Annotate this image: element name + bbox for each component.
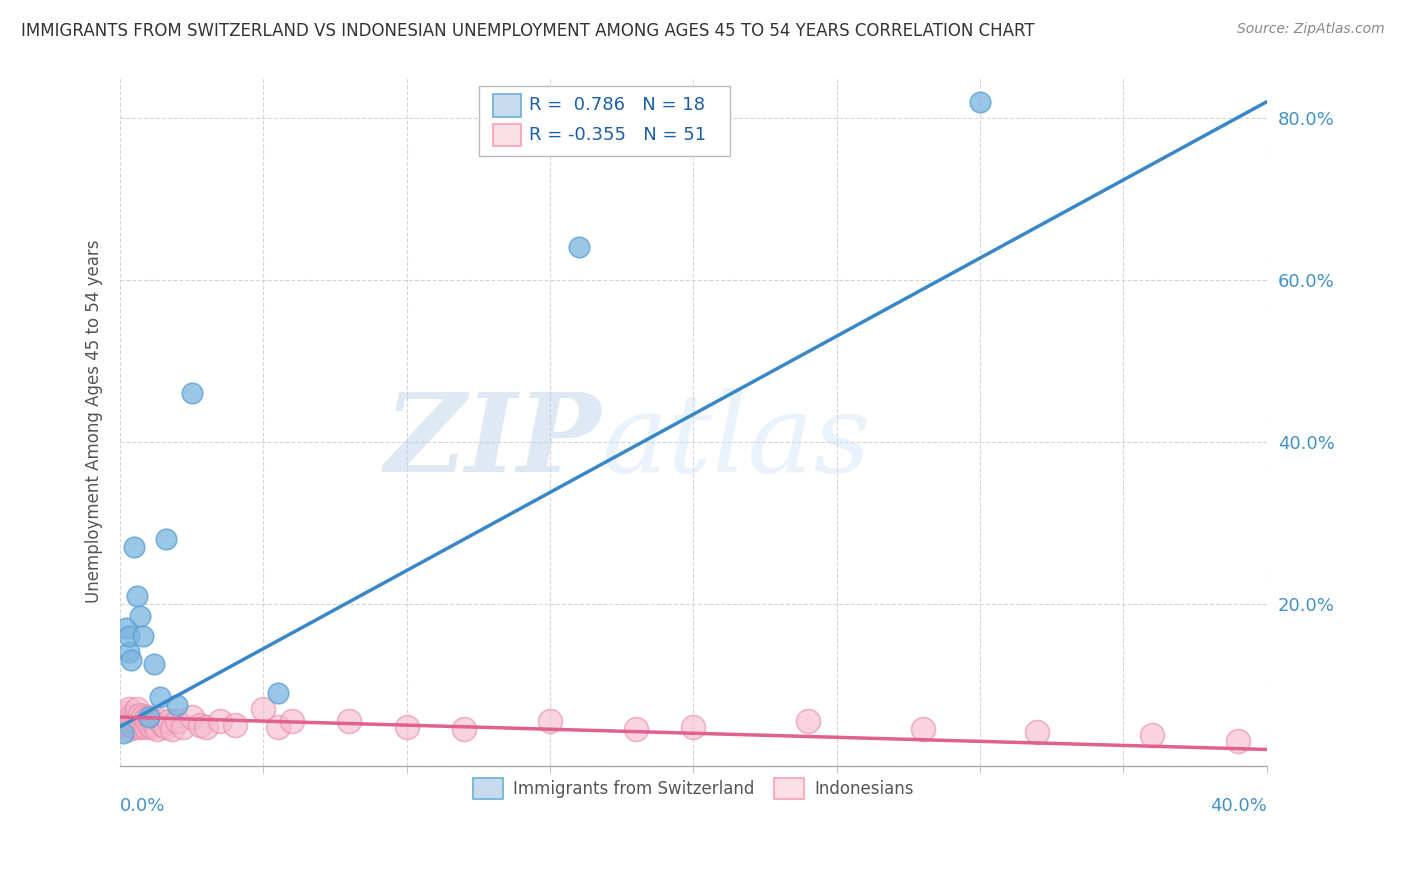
Point (266, 686, 288, 700)
FancyBboxPatch shape (492, 94, 522, 117)
Point (135, 720, 157, 734)
Point (1026, 724, 1049, 739)
Text: ZIP: ZIP (385, 388, 602, 496)
Point (129, 708, 152, 723)
Point (538, 714, 561, 728)
Point (146, 723, 169, 737)
Point (117, 629, 139, 643)
Point (180, 710, 202, 724)
Point (1140, 728, 1163, 742)
Point (127, 718, 149, 732)
Point (138, 710, 160, 724)
Point (624, 723, 647, 737)
Point (111, 726, 134, 740)
Point (135, 712, 157, 726)
Point (117, 714, 139, 728)
Text: 40.0%: 40.0% (1211, 797, 1267, 814)
Point (568, 240, 591, 254)
Point (129, 720, 152, 734)
Point (797, 714, 820, 728)
Point (120, 718, 142, 732)
Point (266, 720, 288, 734)
Point (124, 720, 146, 734)
Point (132, 718, 155, 732)
Text: atlas: atlas (602, 388, 872, 496)
Point (114, 621, 136, 635)
FancyBboxPatch shape (479, 86, 730, 156)
Point (152, 718, 174, 732)
Text: R =  0.786   N = 18: R = 0.786 N = 18 (530, 96, 706, 114)
Point (143, 716, 166, 731)
Point (194, 720, 217, 734)
Point (141, 720, 163, 734)
Point (117, 723, 139, 737)
Legend: Immigrants from Switzerland, Indonesians: Immigrants from Switzerland, Indonesians (467, 772, 921, 805)
Point (180, 386, 202, 401)
Point (138, 718, 160, 732)
Point (252, 702, 274, 716)
Point (224, 718, 246, 732)
Point (1227, 734, 1250, 748)
Point (124, 712, 146, 726)
Text: IMMIGRANTS FROM SWITZERLAND VS INDONESIAN UNEMPLOYMENT AMONG AGES 45 TO 54 YEARS: IMMIGRANTS FROM SWITZERLAND VS INDONESIA… (21, 22, 1035, 40)
Point (132, 629, 155, 643)
Point (157, 714, 180, 728)
Point (114, 718, 136, 732)
Point (149, 714, 172, 728)
Point (209, 714, 232, 728)
Point (911, 723, 934, 737)
Point (143, 657, 166, 672)
Point (337, 714, 360, 728)
Point (129, 608, 152, 623)
Point (682, 720, 704, 734)
FancyBboxPatch shape (492, 124, 522, 146)
Point (127, 710, 149, 724)
Point (188, 718, 211, 732)
Point (111, 714, 134, 728)
Point (166, 698, 188, 712)
Point (138, 710, 160, 724)
Point (127, 702, 149, 716)
Point (117, 645, 139, 659)
Point (155, 532, 177, 546)
Point (160, 723, 183, 737)
Point (120, 653, 142, 667)
Point (395, 720, 418, 734)
Point (117, 702, 139, 716)
Point (127, 589, 149, 603)
Point (114, 706, 136, 720)
Point (969, 95, 991, 109)
Point (155, 720, 177, 734)
Text: Source: ZipAtlas.com: Source: ZipAtlas.com (1237, 22, 1385, 37)
Text: R = -0.355   N = 51: R = -0.355 N = 51 (530, 127, 706, 145)
Point (281, 714, 304, 728)
Point (132, 710, 155, 724)
Point (124, 540, 146, 554)
Point (166, 714, 188, 728)
Point (172, 720, 194, 734)
Point (111, 710, 134, 724)
Point (453, 723, 475, 737)
Point (120, 710, 142, 724)
Text: 0.0%: 0.0% (120, 797, 166, 814)
Point (149, 690, 172, 704)
Y-axis label: Unemployment Among Ages 45 to 54 years: Unemployment Among Ages 45 to 54 years (86, 240, 103, 603)
